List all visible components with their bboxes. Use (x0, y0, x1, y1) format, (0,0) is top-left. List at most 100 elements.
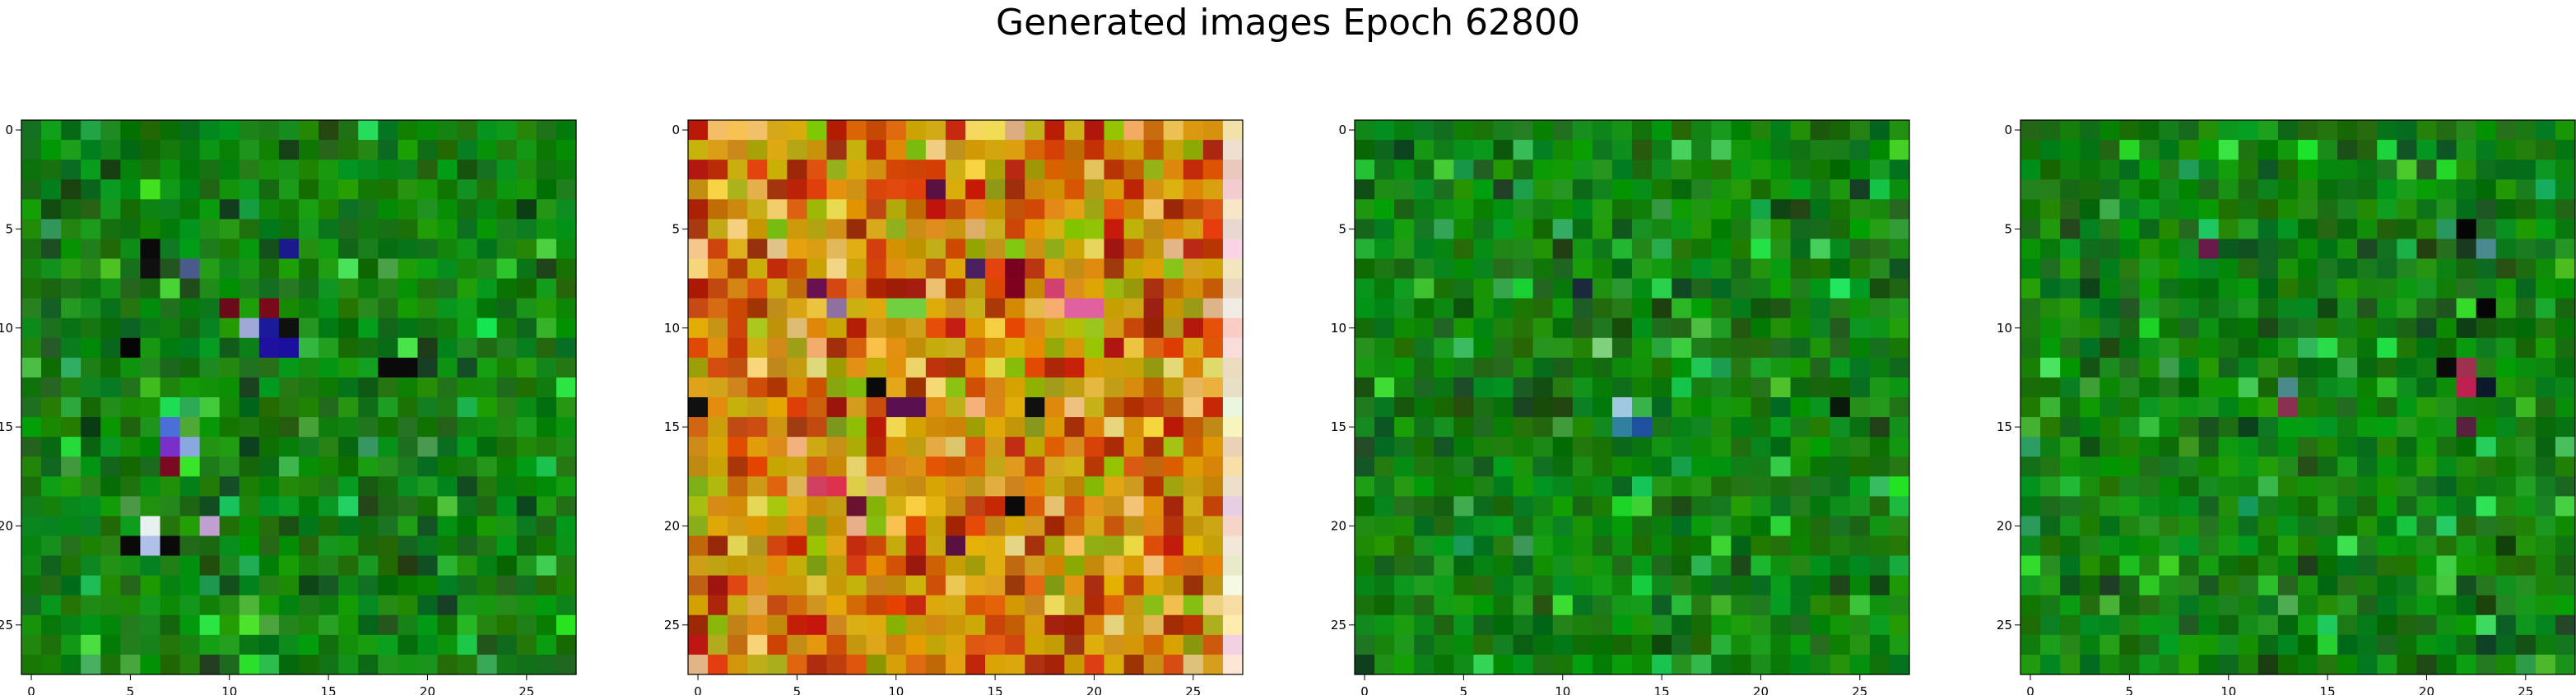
pixel-cell (1374, 575, 1395, 596)
pixel-cell (1044, 317, 1065, 339)
pixel-cell (905, 219, 927, 240)
pixel-cell (417, 575, 439, 596)
pixel-cell (1044, 397, 1065, 418)
pixel-cell (2416, 140, 2438, 160)
pixel-cell (378, 140, 398, 160)
pixel-cell (1810, 437, 1831, 457)
pixel-cell (2238, 654, 2259, 675)
pixel-cell (2357, 456, 2378, 477)
pixel-cell (2020, 417, 2041, 438)
pixel-cell (199, 160, 221, 180)
pixel-cell (21, 476, 42, 497)
pixel-cell (2060, 516, 2081, 537)
pixel-cell (708, 357, 728, 378)
pixel-cell (767, 377, 788, 398)
pixel-cell (1143, 219, 1165, 240)
pixel-cell (1044, 120, 1065, 141)
pixel-cell (1849, 357, 1871, 378)
pixel-cell (1513, 417, 1534, 438)
pixel-cell (728, 337, 748, 359)
y-tick-label: 20 (1331, 518, 1346, 533)
pixel-cell (1493, 614, 1514, 636)
pixel-cell (866, 496, 887, 517)
pixel-cell (1473, 179, 1495, 200)
pixel-cell (2080, 437, 2100, 457)
pixel-cell (437, 357, 458, 378)
pixel-cell (1473, 476, 1495, 497)
pixel-cell (846, 476, 867, 497)
pixel-cell (1731, 456, 1752, 477)
pixel-cell (1691, 160, 1712, 180)
pixel-cell (2377, 575, 2397, 596)
pixel-cell (807, 258, 828, 280)
pixel-cell (1394, 456, 1415, 477)
pixel-cell (1064, 575, 1086, 596)
pixel-cell (2020, 535, 2041, 557)
pixel-cell (1374, 516, 1395, 537)
pixel-cell (2416, 516, 2438, 537)
pixel-cell (2515, 120, 2536, 141)
pixel-cell (1731, 298, 1752, 319)
pixel-cell (1672, 160, 1692, 180)
pixel-cell (2555, 298, 2576, 319)
pixel-cell (767, 456, 788, 477)
pixel-cell (886, 278, 907, 299)
pixel-cell (1394, 317, 1415, 339)
pixel-cell (1473, 258, 1495, 280)
pixel-cell (199, 397, 221, 418)
pixel-cell (41, 278, 62, 299)
pixel-cell (2318, 298, 2338, 319)
pixel-cell (1084, 634, 1105, 656)
pixel-cell (1652, 516, 1672, 537)
pixel-cell (2476, 120, 2497, 141)
pixel-cell (338, 317, 359, 339)
pixel-cell (398, 239, 419, 260)
pixel-cell (1691, 397, 1712, 418)
pixel-cell (378, 614, 398, 636)
pixel-cell (179, 456, 201, 477)
pixel-cell (1084, 179, 1105, 200)
pixel-cell (258, 140, 280, 160)
pixel-cell (1123, 219, 1145, 240)
pixel-cell (925, 614, 946, 636)
pixel-cell (2238, 317, 2259, 339)
pixel-cell (787, 239, 808, 260)
pixel-cell (1064, 516, 1086, 537)
pixel-cell (319, 317, 339, 339)
pixel-cell (1123, 555, 1145, 577)
pixel-cell (2436, 614, 2457, 636)
pixel-cell (728, 614, 748, 636)
pixel-cell (160, 140, 181, 160)
pixel-cell (985, 496, 1006, 517)
pixel-cell (299, 377, 319, 398)
pixel-cell (338, 516, 359, 537)
pixel-cell (1731, 179, 1752, 200)
pixel-cell (1532, 140, 1554, 160)
pixel-cell (1084, 555, 1105, 577)
pixel-cell (457, 555, 478, 577)
pixel-cell (1493, 575, 1514, 596)
pixel-cell (1143, 614, 1165, 636)
pixel-cell (2119, 179, 2141, 200)
pixel-cell (688, 357, 709, 378)
pixel-cell (905, 456, 927, 477)
pixel-cell (1830, 278, 1851, 299)
pixel-cell (1592, 397, 1613, 418)
pixel-cell (1064, 417, 1086, 438)
pixel-cell (688, 377, 709, 398)
pixel-cell (2139, 337, 2160, 359)
pixel-cell (81, 516, 101, 537)
pixel-cell (2257, 357, 2279, 378)
pixel-cell (199, 317, 221, 339)
pixel-cell (2060, 634, 2081, 656)
pixel-cell (1394, 120, 1415, 141)
pixel-cell (338, 654, 359, 675)
pixel-cell (496, 199, 518, 220)
pixel-cell (787, 140, 808, 160)
pixel-cell (2277, 219, 2299, 240)
pixel-cell (1493, 456, 1514, 477)
pixel-cell (1123, 595, 1145, 616)
pixel-cell (2377, 239, 2397, 260)
pixel-cell (1810, 337, 1831, 359)
pixel-cell (1202, 634, 1224, 656)
